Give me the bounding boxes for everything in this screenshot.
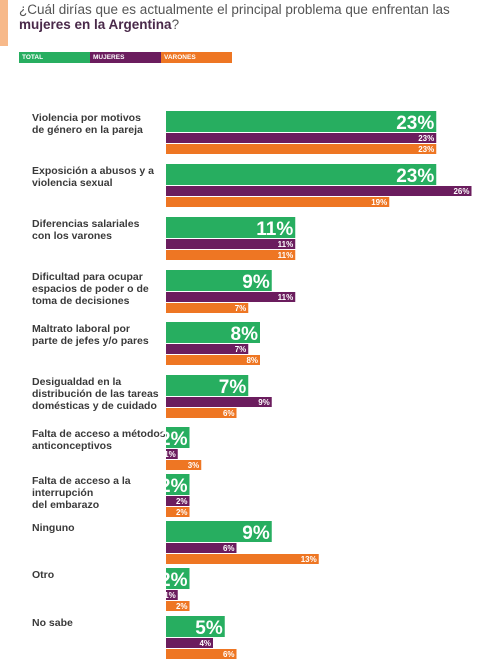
category-label: de género en la pareja: [32, 124, 143, 136]
data-label-varones: 8%: [246, 356, 258, 365]
data-label-varones: 19%: [371, 198, 387, 207]
bar-varones: [166, 554, 319, 564]
bar-varones: [166, 303, 249, 313]
category-label: anticonceptivos: [32, 440, 112, 452]
data-label-varones: 23%: [418, 145, 434, 154]
data-label-mujeres: 7%: [235, 345, 247, 354]
bar-varones: [166, 507, 190, 517]
data-label-total: 2%: [160, 570, 188, 591]
bar-total: [166, 322, 260, 343]
category-label: Falta de acceso a métodos: [32, 428, 166, 440]
data-label-total: 2%: [160, 429, 188, 450]
category-label: Otro: [32, 569, 54, 581]
title-bold: mujeres en la Argentina: [19, 17, 172, 32]
data-label-varones: 7%: [235, 304, 247, 313]
data-label-total: 5%: [195, 618, 223, 639]
bar-varones: [166, 649, 237, 659]
category-label: distribución de las tareas: [32, 388, 159, 400]
category-label: parte de jefes y/o pares: [32, 335, 149, 347]
bar-total: [166, 474, 190, 495]
legend-item-total: TOTAL: [19, 52, 90, 63]
bar-mujeres: [166, 133, 437, 143]
bar-total: [166, 111, 437, 132]
bar-mujeres: [166, 239, 296, 249]
bar-total: [166, 616, 225, 637]
data-label-mujeres: 11%: [278, 240, 294, 249]
bar-total: [166, 427, 190, 448]
title-part2: ?: [171, 17, 180, 32]
category-label: Maltrato laboral por: [32, 323, 130, 335]
category-label: Dificultad para ocupar: [32, 271, 143, 283]
legend: TOTAL MUJERES VARONES: [19, 52, 232, 63]
data-label-varones: 6%: [223, 409, 235, 418]
chart-title: ¿Cuál dirías que es actualmente el princ…: [19, 2, 459, 32]
category-label: Exposición a abusos y a: [32, 165, 154, 177]
category-label: con los varones: [32, 230, 112, 242]
category-label: Falta de acceso a la: [32, 475, 131, 487]
bar-total: [166, 164, 437, 185]
bar-mujeres: [166, 496, 190, 506]
bar-mujeres: [166, 397, 272, 407]
data-label-mujeres: 9%: [258, 398, 270, 407]
data-label-mujeres: 2%: [176, 497, 188, 506]
bar-varones: [166, 408, 237, 418]
data-label-varones: 6%: [223, 650, 235, 659]
bar-mujeres: [166, 449, 178, 459]
category-label: No sabe: [32, 617, 73, 629]
data-label-mujeres: 11%: [278, 293, 294, 302]
bar-mujeres: [166, 186, 472, 196]
bar-total: [166, 270, 272, 291]
bar-total: [166, 217, 296, 238]
bar-varones: [166, 355, 260, 365]
data-label-total: 9%: [242, 272, 270, 293]
data-label-mujeres: 26%: [453, 187, 469, 196]
title-part1: ¿Cuál dirías que es actualmente el princ…: [19, 2, 450, 17]
category-label: Ninguno: [32, 522, 75, 534]
bar-mujeres: [166, 590, 178, 600]
category-label: Violencia por motivos: [32, 112, 141, 124]
data-label-varones: 13%: [301, 555, 317, 564]
category-label: del embarazo: [32, 499, 99, 511]
header-accent-bar: [0, 0, 8, 46]
data-label-varones: 2%: [176, 508, 188, 517]
category-label: espacios de poder o de: [32, 283, 149, 295]
data-label-mujeres: 1%: [164, 591, 176, 600]
bar-varones: [166, 601, 190, 611]
category-label: Desigualdad en la: [32, 376, 121, 388]
bar-mujeres: [166, 638, 213, 648]
bar-total: [166, 375, 249, 396]
data-label-varones: 2%: [176, 602, 188, 611]
data-label-total: 23%: [396, 166, 434, 187]
bar-total: [166, 568, 190, 589]
category-label: interrupción: [32, 487, 93, 499]
category-label: violencia sexual: [32, 177, 113, 189]
data-label-total: 7%: [219, 377, 247, 398]
bar-mujeres: [166, 344, 249, 354]
legend-item-varones: VARONES: [161, 52, 232, 63]
data-label-varones: 11%: [278, 251, 294, 260]
category-label: toma de decisiones: [32, 295, 130, 307]
data-label-mujeres: 4%: [199, 639, 211, 648]
data-label-total: 2%: [160, 476, 188, 497]
bar-mujeres: [166, 543, 237, 553]
bar-varones: [166, 250, 296, 260]
bar-varones: [166, 197, 390, 207]
category-label: domésticas y de cuidado: [32, 400, 157, 412]
category-label: Diferencias salariales: [32, 218, 140, 230]
bar-total: [166, 521, 272, 542]
data-label-mujeres: 6%: [223, 544, 235, 553]
data-label-total: 11%: [256, 219, 293, 240]
data-label-mujeres: 1%: [164, 450, 176, 459]
data-label-total: 23%: [396, 113, 434, 134]
bar-mujeres: [166, 292, 296, 302]
data-label-mujeres: 23%: [418, 134, 434, 143]
data-label-total: 9%: [242, 523, 270, 544]
bar-varones: [166, 144, 437, 154]
bar-varones: [166, 460, 202, 470]
data-label-varones: 3%: [188, 461, 200, 470]
data-label-total: 8%: [231, 324, 259, 345]
legend-item-mujeres: MUJERES: [90, 52, 161, 63]
